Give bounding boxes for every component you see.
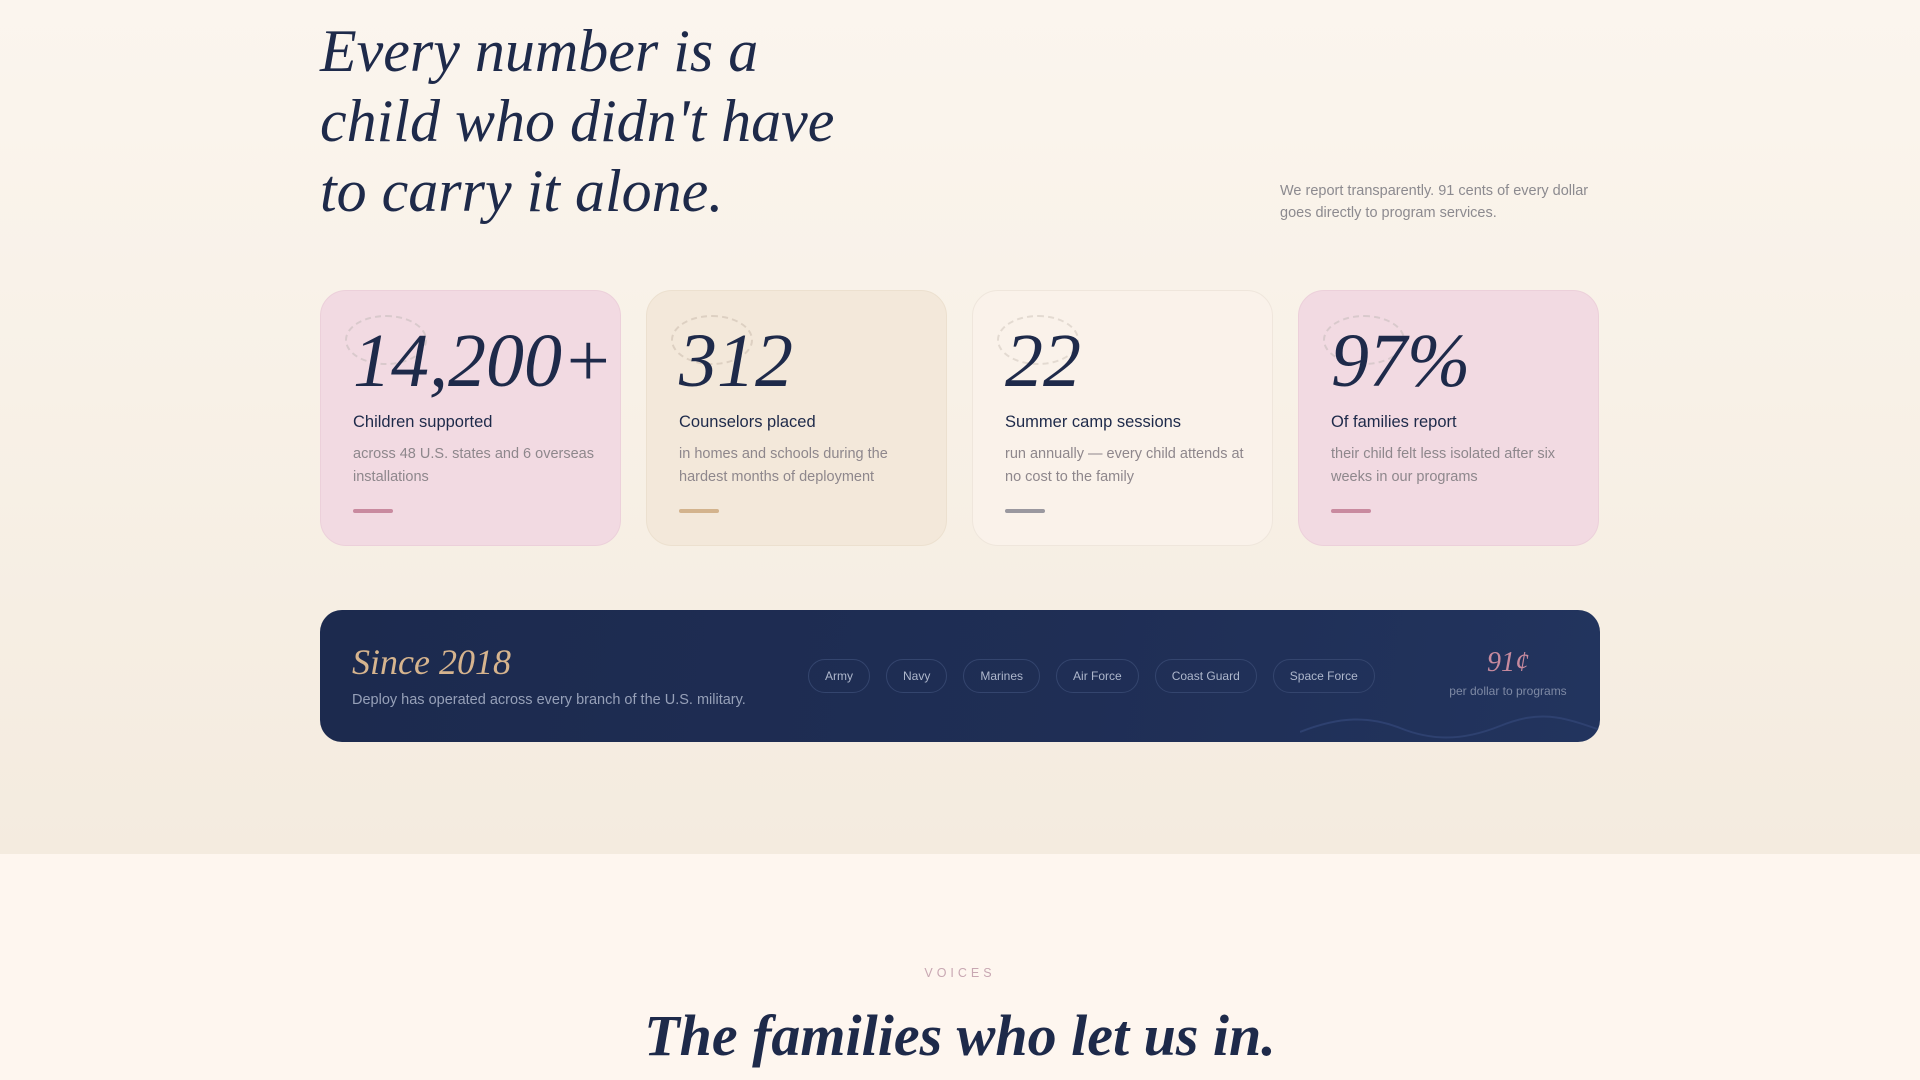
dashed-ring-decoration-icon	[345, 315, 427, 365]
impact-headline: Every number is a child who didn't have …	[320, 18, 835, 224]
accent-bar	[1331, 509, 1371, 513]
branch-pill-army[interactable]: Army	[808, 659, 870, 693]
stat-value: 22	[1005, 319, 1081, 403]
branch-pills: Army Navy Marines Air Force Coast Guard …	[808, 659, 1375, 693]
voices-eyebrow: VOICES	[924, 966, 996, 980]
voices-title: The families who let us in.	[644, 1003, 1276, 1068]
dashed-ring-decoration-icon	[1323, 315, 1405, 365]
stat-description: across 48 U.S. states and 6 overseas ins…	[353, 446, 594, 485]
stat-card-children: 14,200+ Children supported across 48 U.S…	[320, 290, 621, 546]
accent-bar	[1005, 509, 1045, 513]
banner-title: Since 2018	[352, 642, 511, 682]
branch-pill-space-force[interactable]: Space Force	[1272, 659, 1375, 693]
accent-bar	[679, 509, 719, 513]
impact-section: Every number is a child who didn't have …	[0, 0, 1920, 854]
dashed-ring-decoration-icon	[671, 315, 753, 365]
per-dollar-label: per dollar to programs	[1449, 684, 1567, 698]
branch-pill-air-force[interactable]: Air Force	[1056, 659, 1139, 693]
stat-cards: 14,200+ Children supported across 48 U.S…	[320, 290, 1600, 546]
stat-description: run annually — every child attends at no…	[1005, 446, 1244, 485]
stat-value: 14,200+	[353, 319, 614, 403]
stat-label: Children supported	[353, 413, 493, 431]
branch-pill-coast-guard[interactable]: Coast Guard	[1154, 659, 1257, 693]
stat-description: in homes and schools during the hardest …	[679, 446, 888, 485]
stat-label: Summer camp sessions	[1005, 413, 1182, 431]
since-banner: Since 2018 Deploy has operated across ev…	[320, 610, 1600, 742]
stat-label: Of families report	[1331, 413, 1457, 431]
stat-description: their child felt less isolated after six…	[1331, 446, 1556, 485]
wave-decoration-icon	[1300, 715, 1600, 739]
dashed-ring-decoration-icon	[997, 315, 1079, 365]
stat-label: Counselors placed	[679, 413, 816, 431]
per-dollar-value: 91¢	[1487, 647, 1529, 678]
voices-section: VOICES The families who let us in.	[0, 854, 1920, 1080]
stat-card-families: 97% Of families report their child felt …	[1298, 290, 1599, 546]
stat-value: 97%	[1331, 319, 1471, 403]
per-dollar-stat: 91¢ per dollar to programs	[1448, 646, 1568, 698]
banner-description: Deploy has operated across every branch …	[352, 692, 746, 708]
accent-bar	[353, 509, 393, 513]
transparency-note: We report transparently. 91 cents of eve…	[1280, 183, 1589, 221]
stat-card-camp-sessions: 22 Summer camp sessions run annually — e…	[972, 290, 1273, 546]
branch-pill-marines[interactable]: Marines	[963, 659, 1041, 693]
stat-value: 312	[679, 319, 793, 403]
stat-card-counselors: 312 Counselors placed in homes and schoo…	[646, 290, 947, 546]
branch-pill-navy[interactable]: Navy	[886, 659, 948, 693]
impact-container: Every number is a child who didn't have …	[320, 0, 1600, 854]
